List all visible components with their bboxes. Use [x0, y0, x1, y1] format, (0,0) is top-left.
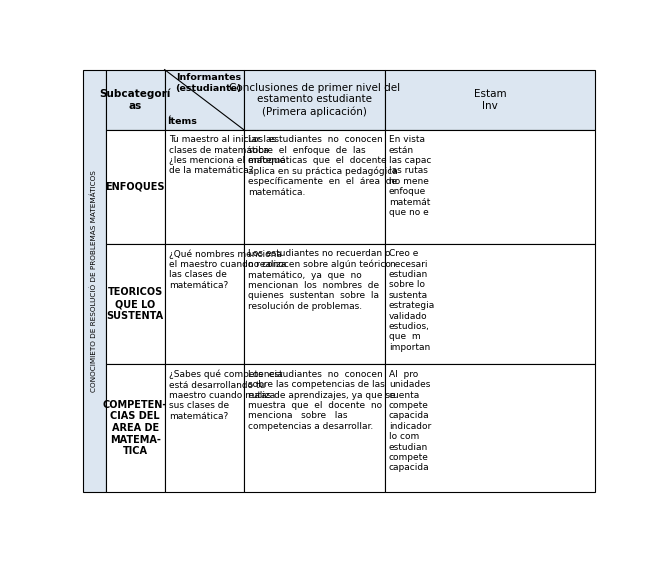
Bar: [385, 130, 595, 244]
Bar: [244, 70, 385, 130]
Text: Ítems: Ítems: [167, 117, 197, 126]
Text: Los  estudiantes  no  conocen
sobre las competencias de las
rutas de aprendizaje: Los estudiantes no conocen sobre las com…: [248, 369, 396, 431]
Bar: [106, 244, 165, 364]
Text: Creo e
necesari
estudian
sobre lo
sustenta
estrategia
validado
estudios,
que  m
: Creo e necesari estudian sobre lo susten…: [389, 249, 435, 351]
Text: Los estudiantes no recuerdan o
no conocen sobre algún teórico
matemático,  ya  q: Los estudiantes no recuerdan o no conoce…: [248, 249, 391, 311]
Bar: [165, 364, 244, 492]
Bar: [165, 244, 244, 364]
Text: Tu maestro al iniciar las
clases de matemática
¿les menciona el enfoque
de la ma: Tu maestro al iniciar las clases de mate…: [169, 135, 285, 176]
Text: CONOCIMIETO DE RESOLUCIÓ DE PROBLEMAS MATEMÁTICOS: CONOCIMIETO DE RESOLUCIÓ DE PROBLEMAS MA…: [91, 170, 97, 392]
Bar: [385, 244, 595, 364]
Bar: [165, 70, 244, 130]
Bar: [83, 70, 106, 492]
Text: ¿Qué nombres menciona
el maestro cuando realiza
las clases de
matemática?: ¿Qué nombres menciona el maestro cuando …: [169, 249, 286, 290]
Text: Informantes
(estudiante): Informantes (estudiante): [175, 73, 241, 93]
Text: Subcategorí
as: Subcategorí as: [99, 89, 171, 111]
Text: ENFOQUES: ENFOQUES: [105, 182, 165, 192]
Bar: [244, 364, 385, 492]
Text: Estam
Inv: Estam Inv: [473, 89, 506, 111]
Bar: [106, 70, 165, 130]
Text: Los  estudiantes  no  conocen
sobre  el  enfoque  de  las
matemáticas  que  el  : Los estudiantes no conocen sobre el enfo…: [248, 135, 398, 197]
Text: En vista
están
las capac
las rutas
no mene
enfoque
matemát
que no e: En vista están las capac las rutas no me…: [389, 135, 432, 217]
Bar: [244, 244, 385, 364]
Bar: [385, 364, 595, 492]
Bar: [165, 130, 244, 244]
Text: Conclusiones de primer nivel del
estamento estudiante
(Primera aplicación): Conclusiones de primer nivel del estamen…: [229, 83, 400, 117]
Text: TEORICOS
QUE LO
SUSTENTA: TEORICOS QUE LO SUSTENTA: [106, 288, 164, 321]
Bar: [244, 130, 385, 244]
Bar: [106, 130, 165, 244]
Text: ¿Sabes qué competencia
está desarrollando tu
maestro cuando realiza
sus clases d: ¿Sabes qué competencia está desarrolland…: [169, 369, 282, 421]
Bar: [106, 364, 165, 492]
Text: COMPETEN-
CIAS DEL
AREA DE
MATEMA-
TICA: COMPETEN- CIAS DEL AREA DE MATEMA- TICA: [103, 400, 167, 456]
Bar: [385, 70, 595, 130]
Text: Al  pro
unidades
cuenta
compete
capacida
indicador
lo com
estudian
compete
capac: Al pro unidades cuenta compete capacida …: [389, 369, 431, 472]
